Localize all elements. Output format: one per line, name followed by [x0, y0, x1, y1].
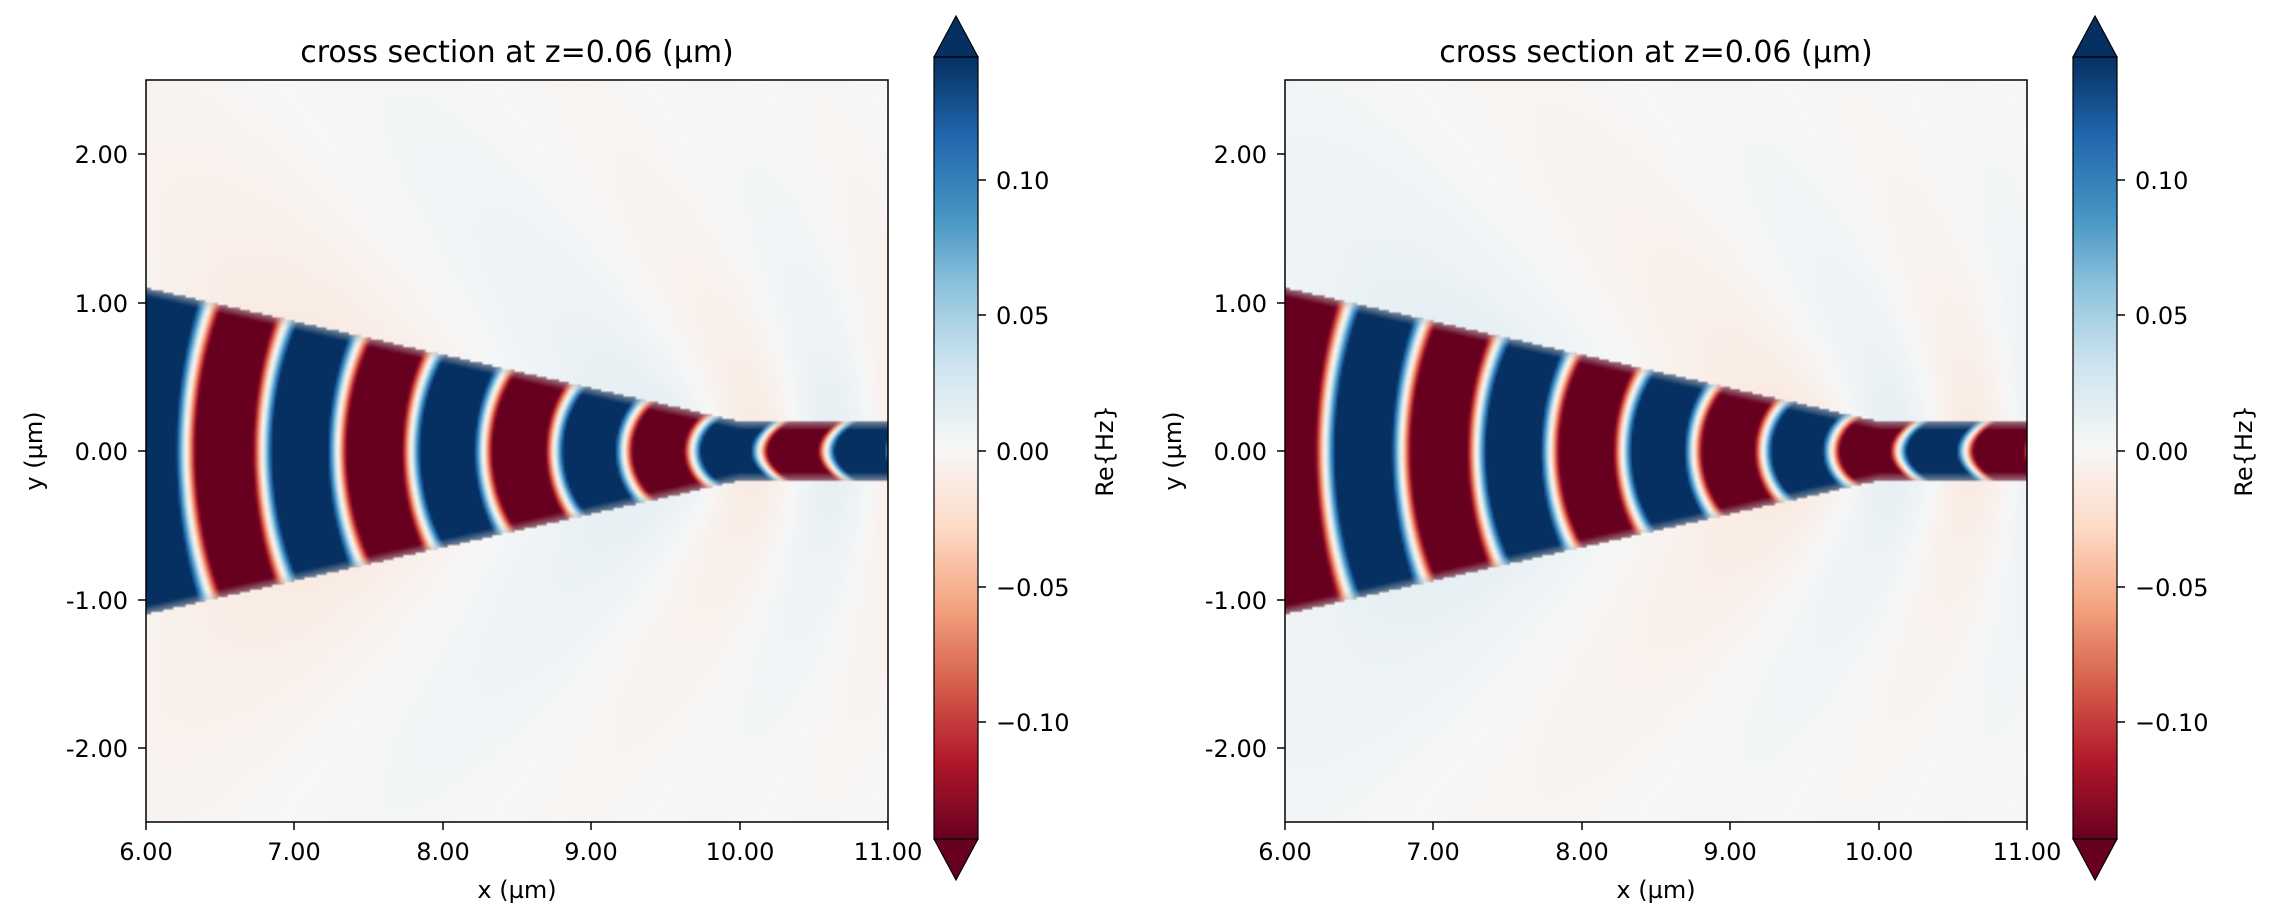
panel-2-colorbar-bottom-extend — [2071, 838, 2119, 882]
panel-1-y-tick-label: -1.00 — [66, 587, 128, 615]
panel-1-y-axis-label: y (µm) — [20, 411, 48, 490]
panel-2-colorbar-tick-label: 0.05 — [2135, 302, 2188, 330]
panel-2-y-tick-label: -2.00 — [1205, 735, 1267, 763]
panel-1-x-tick-label: 11.00 — [854, 838, 923, 866]
panel-1-colorbar-tick-label: −0.10 — [996, 709, 1070, 737]
panel-2-colorbar-frame — [2072, 56, 2118, 840]
panel-2-x-tick-label: 10.00 — [1845, 838, 1914, 866]
panel-2-x-ticks: 6.00 7.00 8.00 9.00 10.00 11.00 — [1258, 822, 2061, 866]
panel-1-y-tick-label: 1.00 — [75, 290, 128, 318]
panel-2-x-axis-label: x (µm) — [1616, 876, 1695, 904]
panel-1-x-tick-label: 6.00 — [119, 838, 172, 866]
panel-1-heatmap — [146, 80, 888, 822]
panel-1-colorbar-bar — [934, 57, 978, 839]
panel-2-x-tick-label: 11.00 — [1993, 838, 2062, 866]
panel-1-y-tick-label: 0.00 — [75, 438, 128, 466]
panel-1-x-tick-label: 7.00 — [267, 838, 320, 866]
panel-2-y-tick-label: -1.00 — [1205, 587, 1267, 615]
panel-2-colorbar-top-extend — [2071, 14, 2119, 58]
panel-1-colorbar-top-extend — [932, 14, 980, 58]
panel-1-colorbar-frame — [933, 56, 979, 840]
panel-2-plot-area — [1284, 79, 2028, 823]
panel-2-y-axis-label: y (µm) — [1159, 411, 1187, 490]
panel-1: cross section at z=0.06 (µm) 6.00 7.00 8… — [20, 14, 1119, 904]
panel-2-colorbar-tick-label: 0.00 — [2135, 438, 2188, 466]
panel-1-colorbar-bottom-extend — [932, 838, 980, 882]
panel-1-colorbar-tick-label: 0.10 — [996, 167, 1049, 195]
panel-2-colorbar-bar — [2073, 57, 2117, 839]
panel-1-y-tick-label: -2.00 — [66, 735, 128, 763]
panel-1-colorbar-tick-label: −0.05 — [996, 574, 1070, 602]
panel-1-title: cross section at z=0.06 (µm) — [300, 35, 734, 70]
panel-2-colorbar-tick-label: −0.05 — [2135, 574, 2209, 602]
panel-1-x-ticks: 6.00 7.00 8.00 9.00 10.00 11.00 — [119, 822, 922, 866]
panel-1-x-tick-label: 8.00 — [416, 838, 469, 866]
panel-2-y-tick-label: 1.00 — [1214, 290, 1267, 318]
panel-1-y-tick-label: 2.00 — [75, 141, 128, 169]
panel-2-colorbar: 0.10 0.05 0.00 −0.05 −0.10 Re{Hz} — [2071, 14, 2258, 882]
panel-1-colorbar-tick-label: 0.00 — [996, 438, 1049, 466]
panel-2-heatmap — [1285, 80, 2027, 822]
panel-2-y-tick-label: 2.00 — [1214, 141, 1267, 169]
panel-2-x-tick-label: 7.00 — [1406, 838, 1459, 866]
panel-1-y-ticks: 2.00 1.00 0.00 -1.00 -2.00 — [66, 141, 146, 763]
panel-2-y-tick-label: 0.00 — [1214, 438, 1267, 466]
panel-1-plot-area — [145, 79, 889, 823]
panel-2-x-tick-label: 9.00 — [1703, 838, 1756, 866]
panel-2-y-ticks: 2.00 1.00 0.00 -1.00 -2.00 — [1205, 141, 1285, 763]
panel-2-x-tick-label: 6.00 — [1258, 838, 1311, 866]
panel-2: cross section at z=0.06 (µm) 6.00 7.00 8… — [1159, 14, 2258, 904]
panel-2-title: cross section at z=0.06 (µm) — [1439, 35, 1873, 70]
panel-1-colorbar-label: Re{Hz} — [1091, 405, 1119, 497]
panel-1-colorbar: 0.10 0.05 0.00 −0.05 −0.10 Re{Hz} — [932, 14, 1119, 882]
panel-2-colorbar-label: Re{Hz} — [2230, 405, 2258, 497]
panel-2-colorbar-tick-label: 0.10 — [2135, 167, 2188, 195]
panel-1-x-axis-label: x (µm) — [477, 876, 556, 904]
panel-2-x-tick-label: 8.00 — [1555, 838, 1608, 866]
panel-2-colorbar-tick-label: −0.10 — [2135, 709, 2209, 737]
panel-1-x-tick-label: 10.00 — [706, 838, 775, 866]
panel-1-colorbar-tick-label: 0.05 — [996, 302, 1049, 330]
panel-1-x-tick-label: 9.00 — [564, 838, 617, 866]
